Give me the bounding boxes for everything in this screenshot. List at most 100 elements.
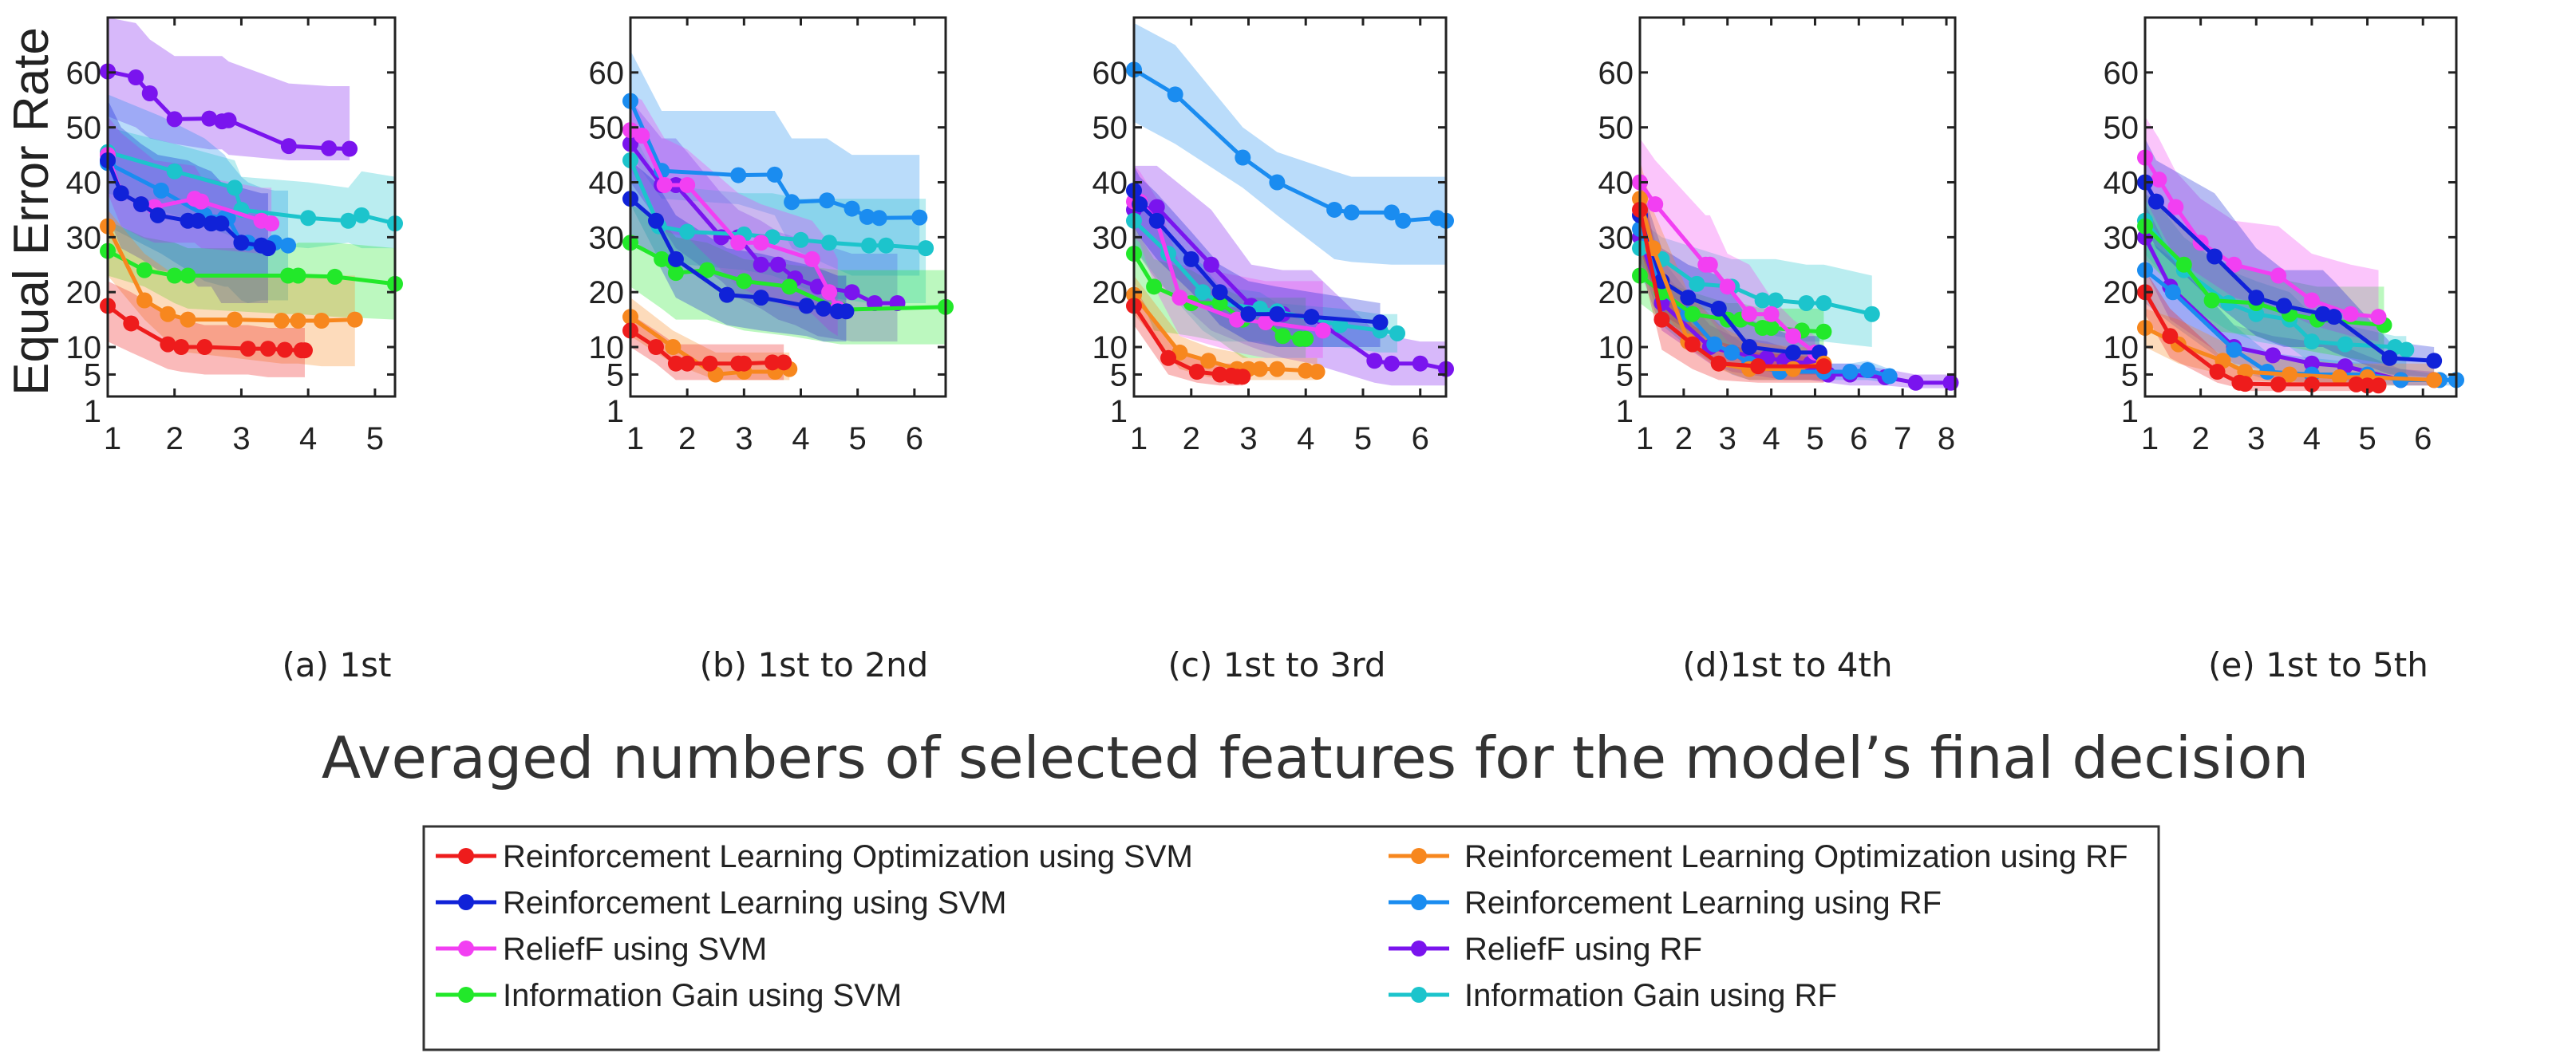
point-rlo_svm xyxy=(2359,377,2376,394)
band-relief_rf xyxy=(2145,204,2435,386)
point-ig_svm xyxy=(1684,306,1701,322)
point-relief_svm xyxy=(656,176,673,193)
y-tick-label: 10 xyxy=(66,330,102,365)
band-ig_rf xyxy=(630,127,926,303)
point-rl_svm xyxy=(1303,309,1320,325)
point-ig_rf xyxy=(166,163,183,179)
point-ig_rf xyxy=(1798,294,1815,311)
point-ig_svm xyxy=(166,267,183,284)
legend-label-rlo-rf: Reinforcement Learning Optimization usin… xyxy=(1464,839,2128,874)
point-relief_svm xyxy=(2151,172,2167,188)
point-rl_svm xyxy=(149,207,166,223)
point-rlo_svm xyxy=(667,355,684,372)
point-ig_rf xyxy=(679,223,696,240)
band-ig_rf xyxy=(2145,187,2407,375)
panel-title-b: (b) 1st to 2nd xyxy=(700,645,929,684)
point-relief_rf xyxy=(1907,374,1924,391)
point-ig_svm xyxy=(136,262,153,278)
point-rlo_svm xyxy=(1160,349,1177,366)
point-rl_svm xyxy=(2426,353,2443,369)
point-relief_svm xyxy=(2342,306,2359,322)
y-tick-label: 5 xyxy=(1616,357,1634,392)
band-relief_svm xyxy=(630,94,838,337)
band-rl_svm xyxy=(1134,165,1381,348)
y-tick-label: 10 xyxy=(1598,330,1634,365)
point-rl_rf xyxy=(1235,149,1251,166)
x-tick-label: 3 xyxy=(735,421,753,456)
point-rlo_svm xyxy=(648,339,665,356)
x-tick-label: 1 xyxy=(626,421,644,456)
point-rl_svm xyxy=(113,185,129,202)
point-rl_rf xyxy=(2164,284,2181,301)
point-rlo_rf xyxy=(227,311,243,328)
x-tick-label: 5 xyxy=(2358,421,2376,456)
point-relief_svm xyxy=(804,250,820,267)
point-ig_svm xyxy=(699,262,716,278)
y-tick-label: 60 xyxy=(66,56,102,91)
point-relief_rf xyxy=(2265,347,2282,364)
x-tick-label: 4 xyxy=(299,421,317,456)
point-rlo_rf xyxy=(1298,362,1314,379)
x-tick-label: 3 xyxy=(2247,421,2265,456)
point-rlo_svm xyxy=(679,355,696,372)
y-tick-label: 5 xyxy=(2121,357,2139,392)
point-relief_svm xyxy=(1171,290,1188,306)
x-tick-label: 1 xyxy=(2141,421,2159,456)
x-axis-label: Averaged numbers of selected features fo… xyxy=(322,724,2309,791)
point-rl_rf xyxy=(784,194,800,211)
point-ig_svm xyxy=(1146,278,1163,295)
panel-title-e: (e) 1st to 5th xyxy=(2208,645,2428,684)
y-tick-label: 1 xyxy=(1616,394,1634,429)
point-rl_svm xyxy=(667,250,684,267)
panel-title-a: (a) 1st xyxy=(282,645,392,684)
point-ig_rf xyxy=(2248,306,2265,322)
point-relief_rf xyxy=(220,112,237,128)
y-tick-label: 50 xyxy=(66,111,102,146)
point-rl_svm xyxy=(718,286,735,303)
point-rl_rf xyxy=(844,200,860,217)
y-tick-label: 40 xyxy=(1598,166,1634,201)
band-relief_rf xyxy=(108,18,350,160)
point-rl_svm xyxy=(1785,344,1802,361)
point-relief_rf xyxy=(280,138,297,155)
point-rl_svm xyxy=(1211,284,1228,301)
y-tick-label: 30 xyxy=(1092,220,1128,255)
y-tick-label: 5 xyxy=(84,357,101,392)
band-ig_svm xyxy=(108,220,395,320)
point-rlo_svm xyxy=(1750,358,1767,375)
point-ig_rf xyxy=(2398,341,2415,358)
legend-label-ig-svm: Information Gain using SVM xyxy=(503,978,902,1013)
legend: Reinforcement Learning Optimization usin… xyxy=(422,825,2160,1051)
point-rlo_rf xyxy=(180,311,196,328)
x-tick-label: 6 xyxy=(906,421,923,456)
point-relief_svm xyxy=(1719,278,1736,295)
point-rl_svm xyxy=(2325,309,2342,325)
y-tick-label: 10 xyxy=(2104,330,2139,365)
band-ig_rf xyxy=(1640,220,1872,348)
point-rlo_svm xyxy=(2237,376,2254,392)
point-rlo_rf xyxy=(136,292,153,309)
point-rl_rf xyxy=(1724,344,1740,361)
point-rlo_rf xyxy=(1269,361,1286,377)
point-ig_rf xyxy=(1195,284,1211,301)
point-rlo_svm xyxy=(1815,358,1832,375)
point-rl_svm xyxy=(2276,298,2293,314)
x-tick-label: 2 xyxy=(2192,421,2210,456)
y-tick-label: 20 xyxy=(1092,275,1128,310)
y-tick-label: 40 xyxy=(1092,166,1128,201)
point-rl_rf xyxy=(2226,341,2242,358)
legend-marker-relief_svm xyxy=(458,941,474,956)
y-tick-label: 30 xyxy=(589,220,625,255)
band-rlo_svm xyxy=(1640,171,1824,383)
point-relief_svm xyxy=(1701,256,1718,273)
point-relief_rf xyxy=(2303,355,2320,372)
point-relief_rf xyxy=(1383,355,1400,372)
point-rl_rf xyxy=(859,208,875,225)
legend-marker-ig_svm xyxy=(458,987,474,1003)
point-ig_rf xyxy=(227,179,243,196)
point-rlo_rf xyxy=(2331,369,2348,385)
point-rl_svm xyxy=(2248,290,2265,306)
